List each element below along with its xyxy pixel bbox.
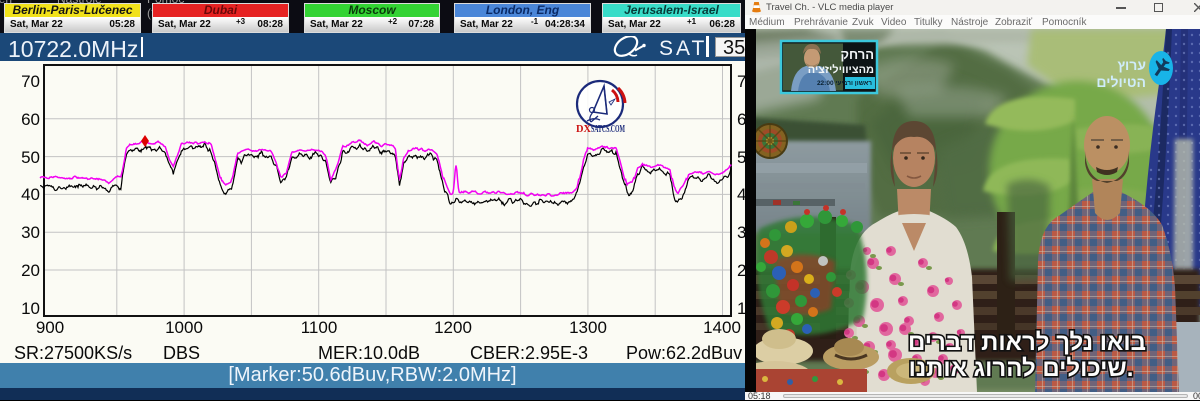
- svg-text:40: 40: [21, 185, 40, 204]
- svg-text:SR:27500KS/s: SR:27500KS/s: [14, 343, 132, 363]
- svg-text:SATCS.COM: SATCS.COM: [591, 124, 625, 135]
- svg-text:20: 20: [737, 261, 745, 280]
- svg-text:20: 20: [21, 261, 40, 280]
- svg-text:70: 70: [21, 72, 40, 91]
- svg-text:Pow:62.2dBuv: Pow:62.2dBuv: [626, 343, 742, 363]
- svg-text:ראשון ורביעי 22:00: ראשון ורביעי 22:00: [817, 80, 872, 87]
- svg-text:900: 900: [36, 318, 64, 337]
- svg-text:הטיולים: הטיולים: [1096, 74, 1146, 90]
- svg-text:70: 70: [737, 72, 745, 91]
- svg-text:1400: 1400: [703, 318, 741, 337]
- svg-text:מהציוויליזציה: מהציוויליזציה: [808, 63, 874, 76]
- svg-text:10: 10: [737, 299, 745, 318]
- svg-text:שיכולים להרוג אותנו.: שיכולים להרוג אותנו.: [909, 355, 1134, 382]
- svg-text:30: 30: [737, 223, 745, 242]
- svg-text:10: 10: [21, 299, 40, 318]
- svg-text:1200: 1200: [434, 318, 472, 337]
- svg-text:40: 40: [737, 185, 745, 204]
- svg-text:60: 60: [737, 110, 745, 129]
- svg-text:ערוץ: ערוץ: [1117, 57, 1146, 73]
- svg-text:CBER:2.95E-3: CBER:2.95E-3: [470, 343, 588, 363]
- svg-text:1100: 1100: [301, 318, 338, 337]
- svg-text:60: 60: [21, 110, 40, 129]
- svg-text:MER:10.0dB: MER:10.0dB: [318, 343, 420, 363]
- svg-text:50: 50: [737, 148, 745, 167]
- svg-text:DX: DX: [576, 124, 592, 135]
- svg-text:הרחק: הרחק: [841, 47, 875, 62]
- svg-text:1300: 1300: [569, 318, 607, 337]
- svg-text:30: 30: [21, 223, 40, 242]
- svg-text:50: 50: [21, 148, 40, 167]
- svg-text:1000: 1000: [165, 318, 203, 337]
- svg-text:DBS: DBS: [163, 343, 200, 363]
- svg-text:בואו נלך לראות דברים: בואו נלך לראות דברים: [908, 329, 1146, 356]
